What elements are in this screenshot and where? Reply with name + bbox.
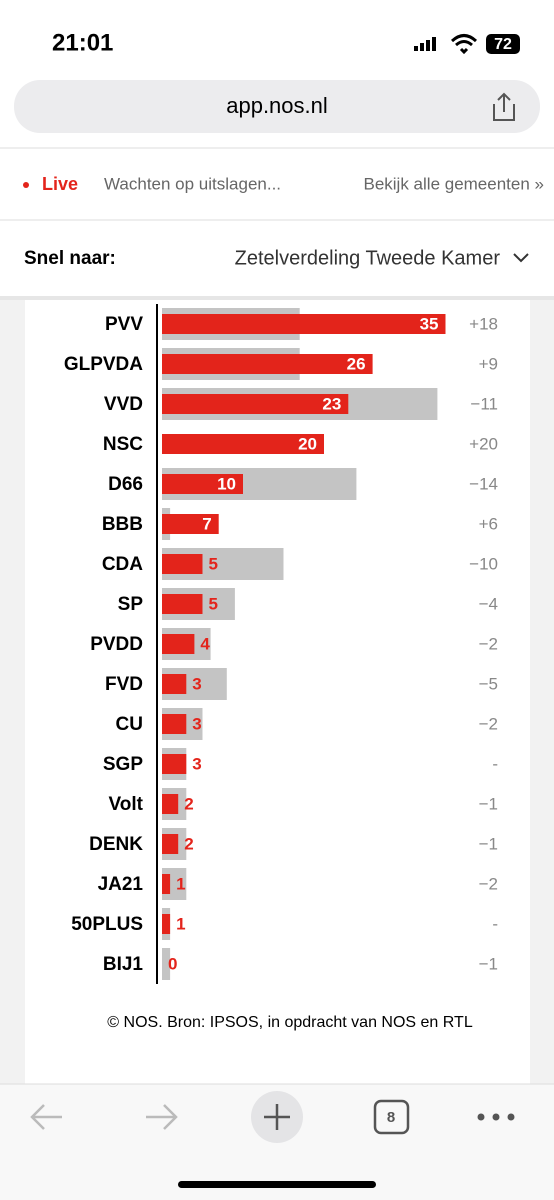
party-label: CDA	[102, 554, 143, 575]
change-label: −10	[469, 554, 498, 573]
shadow	[0, 296, 554, 300]
url-bar[interactable]	[14, 80, 540, 133]
bar	[162, 634, 195, 654]
previous-bar	[162, 948, 171, 980]
tab-count: 8	[387, 1109, 395, 1126]
bar	[162, 354, 373, 374]
bar	[162, 554, 203, 574]
party-label: PVDD	[90, 634, 143, 655]
bar	[162, 794, 179, 814]
bar	[162, 514, 219, 534]
value-label: 2	[184, 794, 193, 813]
value-label: 2	[184, 834, 193, 853]
live-dot	[23, 182, 29, 188]
bar	[162, 754, 187, 774]
bar	[162, 434, 324, 454]
party-label: GLPVDA	[64, 354, 143, 375]
share-icon[interactable]	[493, 92, 515, 121]
source: © NOS. Bron: IPSOS, in opdracht van NOS …	[107, 1014, 473, 1031]
change-label: +9	[479, 354, 498, 373]
value-label: 3	[192, 754, 201, 773]
change-label: −5	[479, 674, 498, 693]
party-label: DENK	[89, 834, 143, 855]
url[interactable]: app.nos.nl	[226, 93, 328, 118]
live-label: Live	[42, 174, 78, 194]
party-label: BIJ1	[103, 954, 144, 975]
nav-select[interactable]: Zetelverdeling Tweede Kamer	[235, 247, 501, 269]
forward-button[interactable]	[146, 1104, 178, 1130]
bar	[162, 674, 187, 694]
change-label: −14	[469, 474, 498, 493]
bar	[162, 714, 187, 734]
value-label: 1	[176, 914, 185, 933]
value-label: 10	[217, 474, 236, 493]
tabs-button[interactable]	[373, 1099, 410, 1135]
value-label: 23	[322, 394, 341, 413]
wifi-icon	[450, 34, 478, 55]
change-label: −2	[479, 714, 498, 733]
change-label: −2	[479, 634, 498, 653]
party-label: 50PLUS	[71, 914, 143, 935]
change-label: −11	[470, 394, 498, 413]
party-label: PVV	[105, 314, 143, 335]
status-time: 21:01	[52, 29, 113, 56]
chevron[interactable]	[513, 253, 529, 263]
value-label: 0	[168, 954, 177, 973]
battery-level: 72	[494, 36, 512, 53]
bar	[162, 594, 203, 614]
party-label: SP	[118, 594, 144, 615]
change-label: -	[492, 754, 498, 773]
home-indicator	[178, 1181, 376, 1188]
change-label: −2	[479, 874, 498, 893]
value-label: 3	[192, 714, 201, 733]
bar	[162, 914, 171, 934]
value-label: 35	[420, 314, 439, 333]
value-label: 5	[209, 554, 218, 573]
value-label: 7	[202, 514, 211, 533]
party-label: NSC	[103, 434, 143, 455]
change-label: +20	[469, 434, 498, 453]
party-label: CU	[116, 714, 143, 735]
battery-icon	[486, 34, 520, 54]
value-label: 20	[298, 434, 317, 453]
bar	[162, 314, 446, 334]
party-label: BBB	[102, 514, 143, 535]
change-label: −4	[479, 594, 498, 613]
value-label: 3	[192, 674, 201, 693]
chart-panel	[25, 298, 530, 1084]
change-label: −1	[479, 834, 498, 853]
value-label: 26	[347, 354, 366, 373]
change-label: +6	[479, 514, 498, 533]
change-label: +18	[469, 314, 498, 333]
value-label: 1	[176, 874, 185, 893]
ticker-text: Wachten op uitslagen...	[104, 174, 281, 193]
bar	[162, 834, 179, 854]
menu-button[interactable]	[477, 1113, 515, 1121]
bar	[162, 474, 243, 494]
party-label: VVD	[104, 394, 143, 415]
party-label: JA21	[98, 874, 144, 895]
value-label: 4	[200, 634, 210, 653]
change-label: −1	[479, 794, 498, 813]
plus-icon	[264, 1104, 290, 1130]
ticker-link[interactable]: Bekijk alle gemeenten »	[363, 174, 544, 193]
party-label: Volt	[109, 794, 144, 815]
party-label: D66	[108, 474, 143, 495]
change-label: −1	[479, 954, 498, 973]
signal-icon	[414, 37, 436, 51]
nav-label: Snel naar:	[24, 248, 116, 269]
bar	[162, 874, 171, 894]
change-label: -	[492, 914, 498, 933]
back-button[interactable]	[30, 1104, 62, 1130]
party-label: SGP	[103, 754, 143, 775]
value-label: 5	[209, 594, 218, 613]
bar	[162, 394, 349, 414]
party-label: FVD	[105, 674, 143, 695]
